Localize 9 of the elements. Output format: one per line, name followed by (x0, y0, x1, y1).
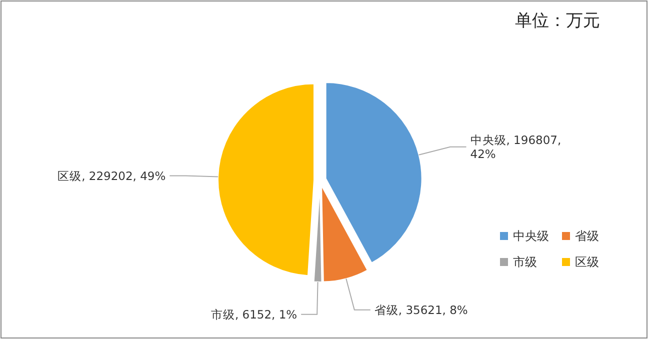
data-label: 省级, 35621, 8% (374, 302, 468, 317)
data-label: 市级, 6152, 1% (210, 307, 298, 322)
text: 单位：万元 (515, 11, 600, 31)
legend-label: 区级 (575, 255, 599, 269)
data-label: 区级, 229202, 49% (58, 168, 166, 183)
legend-label: 省级 (575, 229, 599, 243)
legend-label: 市级 (513, 255, 537, 269)
data-label: 中央级, 196807, 42% (470, 132, 562, 161)
legend-label: 中央级 (513, 229, 549, 243)
